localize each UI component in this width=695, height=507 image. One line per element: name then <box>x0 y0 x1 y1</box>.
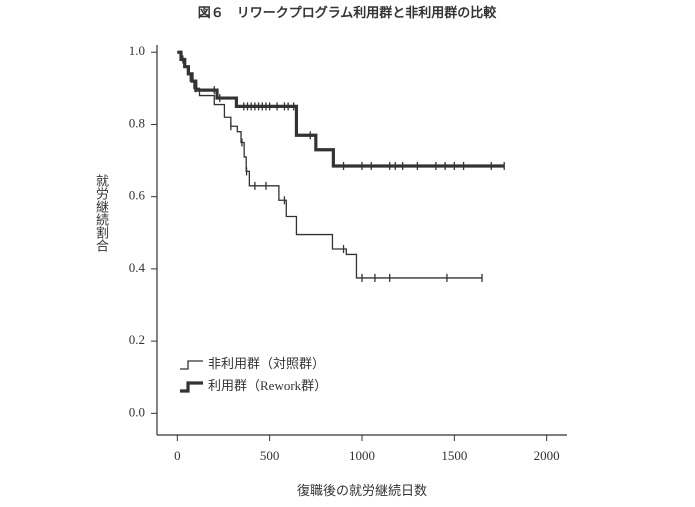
legend-swatch <box>180 360 203 370</box>
x-tick-label: 0 <box>174 448 181 463</box>
chart-title: 図６ リワークプログラム利用群と非利用群の比較 <box>198 5 498 20</box>
legend-label: 利用群（Rework群） <box>208 378 327 393</box>
y-axis-label: 就労継続割合 <box>94 174 109 252</box>
y-tick-label: 1.0 <box>129 43 145 58</box>
y-tick-label: 0.8 <box>129 115 145 130</box>
legend-swatch <box>180 381 203 393</box>
y-tick-label: 0.4 <box>129 260 146 275</box>
y-tick-label: 0.0 <box>129 404 145 419</box>
x-axis-label: 復職後の就労継続日数 <box>297 483 427 498</box>
x-tick-label: 1500 <box>441 448 467 463</box>
x-tick-label: 1000 <box>349 448 375 463</box>
x-tick-label: 2000 <box>534 448 560 463</box>
legend-label: 非利用群（対照群） <box>208 356 325 371</box>
x-tick-label: 500 <box>260 448 280 463</box>
survival-curve <box>177 50 505 168</box>
y-tick-label: 0.2 <box>129 332 145 347</box>
y-tick-label: 0.6 <box>129 188 146 203</box>
